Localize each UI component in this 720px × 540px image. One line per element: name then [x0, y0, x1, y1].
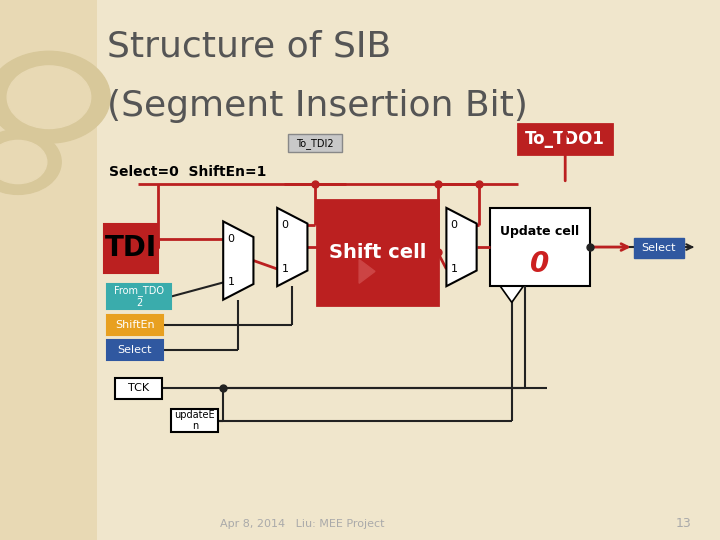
Bar	[107, 315, 163, 335]
Text: Select=0  ShiftEn=1: Select=0 ShiftEn=1	[109, 165, 267, 179]
Bar	[107, 284, 171, 309]
Text: Structure of SIB: Structure of SIB	[107, 30, 391, 64]
Polygon shape	[223, 221, 253, 300]
Bar	[107, 340, 163, 360]
Text: Update cell: Update cell	[500, 225, 580, 238]
Text: Shift cell: Shift cell	[328, 243, 426, 262]
Bar	[115, 378, 162, 399]
Text: To_TDO1: To_TDO1	[526, 130, 605, 148]
Bar	[317, 200, 438, 305]
Circle shape	[7, 66, 91, 129]
Text: TCK: TCK	[128, 383, 149, 393]
Text: updateE
n: updateE n	[174, 410, 215, 431]
Text: ShiftEn: ShiftEn	[114, 320, 155, 330]
Bar	[634, 238, 684, 258]
Text: 1: 1	[451, 264, 458, 274]
Circle shape	[0, 140, 47, 184]
Polygon shape	[446, 208, 477, 286]
Text: 0: 0	[451, 220, 458, 230]
Circle shape	[0, 130, 61, 194]
Text: From_TDO
2: From_TDO 2	[114, 285, 164, 308]
Bar	[288, 134, 342, 152]
Text: To_TDI2: To_TDI2	[296, 138, 334, 148]
Polygon shape	[500, 286, 523, 302]
Bar	[171, 409, 218, 432]
Text: 0: 0	[228, 234, 235, 244]
Text: 1: 1	[282, 264, 289, 274]
Polygon shape	[359, 260, 375, 284]
Text: Select: Select	[117, 345, 152, 355]
Bar	[0, 0, 97, 540]
Text: 13: 13	[675, 517, 691, 530]
Polygon shape	[277, 208, 307, 286]
Text: Select: Select	[642, 243, 676, 253]
Text: 0: 0	[531, 250, 549, 278]
Circle shape	[0, 51, 110, 143]
Text: Apr 8, 2014   Liu: MEE Project: Apr 8, 2014 Liu: MEE Project	[220, 519, 384, 529]
Bar	[490, 208, 590, 286]
Text: 0: 0	[282, 220, 289, 230]
Text: 1: 1	[228, 278, 235, 287]
Text: TDI: TDI	[105, 234, 158, 262]
Bar	[104, 224, 158, 273]
Text: (Segment Insertion Bit): (Segment Insertion Bit)	[107, 89, 528, 123]
Bar	[518, 124, 612, 154]
